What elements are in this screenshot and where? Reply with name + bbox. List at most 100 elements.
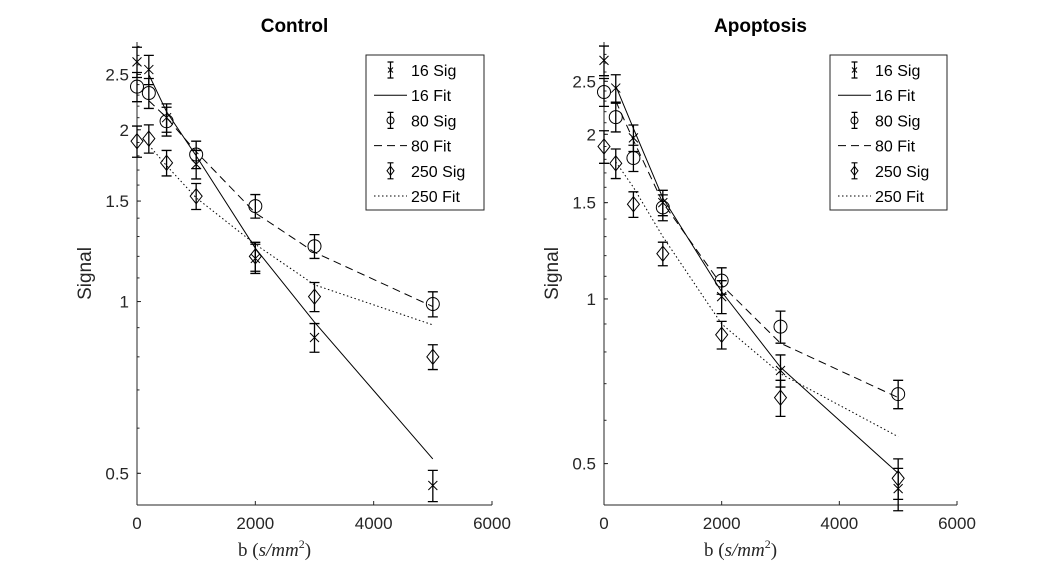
x-axis-label-prefix: b ( xyxy=(238,540,259,561)
x-tick-label: 0 xyxy=(599,514,608,533)
data-point xyxy=(309,332,320,343)
x-axis-label-suffix: ) xyxy=(771,540,777,561)
subplot-apoptosis: 0 2000 4000 6000 0.5 1 1.5 2 2.5 Apoptosis Signal b… xyxy=(542,16,976,561)
legend-label: 80 Fit xyxy=(411,139,452,156)
legend-label: 250 Fit xyxy=(411,189,460,206)
x-axis-label-sup: 2 xyxy=(299,537,305,551)
legend-box xyxy=(829,54,948,211)
data-point xyxy=(307,288,322,305)
x-axis-label-sup: 2 xyxy=(765,537,771,551)
y-tick-label: 1 xyxy=(587,290,596,309)
x-tick-label: 0 xyxy=(132,514,141,533)
error-bar xyxy=(427,291,438,318)
x-tick-label: 2000 xyxy=(236,514,274,533)
legend-label: 250 Sig xyxy=(411,164,465,181)
fit-line xyxy=(615,161,899,438)
fit-line xyxy=(615,100,899,399)
error-bar xyxy=(775,310,786,344)
error-bar xyxy=(716,267,727,295)
data-point xyxy=(610,83,621,93)
legend-errorbar-swatch xyxy=(851,162,858,180)
data-point xyxy=(716,291,727,302)
series-80-sig xyxy=(597,77,906,410)
series-250-sig xyxy=(130,124,440,371)
fit-line xyxy=(148,100,434,308)
data-point xyxy=(427,480,438,491)
legend-label: 16 Fit xyxy=(411,88,452,105)
x-axis-label-prefix: b ( xyxy=(704,540,725,561)
y-tick-label: 1.5 xyxy=(572,194,596,213)
error-bar xyxy=(132,125,142,158)
data-point xyxy=(626,195,641,213)
series-250-sig xyxy=(597,130,905,501)
legend-label: 80 Sig xyxy=(411,113,456,130)
data-point xyxy=(141,85,156,100)
series-16-fit xyxy=(148,74,434,460)
y-tick-label: 0.5 xyxy=(572,455,596,474)
data-point xyxy=(609,155,623,172)
error-bar xyxy=(191,140,202,170)
y-tick-label: 2 xyxy=(120,121,129,140)
x-tick-label: 6000 xyxy=(938,514,976,533)
data-point xyxy=(248,248,262,265)
legend-errorbar-swatch xyxy=(851,111,858,129)
fit-line xyxy=(615,85,899,474)
x-tick-label: 2000 xyxy=(703,514,741,533)
error-bar xyxy=(309,233,320,260)
data-point xyxy=(891,469,905,487)
data-point xyxy=(189,147,204,162)
x-axis-label-suffix: ) xyxy=(305,540,311,561)
error-bar xyxy=(628,144,639,173)
error-bar xyxy=(191,182,202,211)
data-point xyxy=(773,319,788,334)
legend-label: 80 Fit xyxy=(875,139,916,156)
data-point xyxy=(159,114,174,129)
data-point xyxy=(130,132,144,150)
y-tick-label: 2 xyxy=(587,125,596,144)
x-axis-label-math: s/mm xyxy=(259,540,299,561)
error-bar xyxy=(143,124,154,154)
error-bar xyxy=(716,320,727,350)
legend-label: 80 Sig xyxy=(875,113,920,130)
chart-title: Apoptosis xyxy=(714,16,807,37)
legend-errorbar-swatch xyxy=(387,162,394,180)
legend-marker xyxy=(386,165,395,177)
data-point xyxy=(626,151,641,166)
x-tick-label: 4000 xyxy=(820,514,858,533)
legend-marker xyxy=(387,67,394,73)
series-250-fit xyxy=(615,161,899,438)
data-point xyxy=(130,79,144,94)
legend-label: 250 Fit xyxy=(875,189,924,206)
error-bar xyxy=(132,71,142,103)
error-bar xyxy=(893,379,904,410)
x-tick-label: 6000 xyxy=(473,514,511,533)
data-point xyxy=(597,85,611,100)
y-tick-label: 2.5 xyxy=(105,65,129,84)
error-bar xyxy=(775,379,786,418)
data-point xyxy=(597,138,611,155)
error-bar xyxy=(610,148,621,180)
y-tick-label: 2.5 xyxy=(572,72,596,91)
y-tick-label: 0.5 xyxy=(105,464,129,483)
data-point xyxy=(608,110,623,125)
error-bar xyxy=(250,193,261,219)
data-point xyxy=(426,348,440,366)
data-point xyxy=(142,130,156,147)
data-point xyxy=(143,64,154,75)
x-axis-label: b (s/mm2) xyxy=(704,537,777,561)
y-axis-label: Signal xyxy=(75,247,96,300)
data-point xyxy=(599,55,609,66)
x-tick-label: 4000 xyxy=(355,514,393,533)
error-bar xyxy=(657,194,668,222)
error-bar xyxy=(893,458,904,501)
data-point xyxy=(656,245,670,262)
data-point xyxy=(715,326,729,344)
error-bar xyxy=(250,241,261,272)
error-bar xyxy=(427,344,438,371)
error-bar xyxy=(143,77,154,110)
data-point xyxy=(425,297,440,312)
data-point xyxy=(132,57,142,67)
legend-marker xyxy=(386,116,395,125)
